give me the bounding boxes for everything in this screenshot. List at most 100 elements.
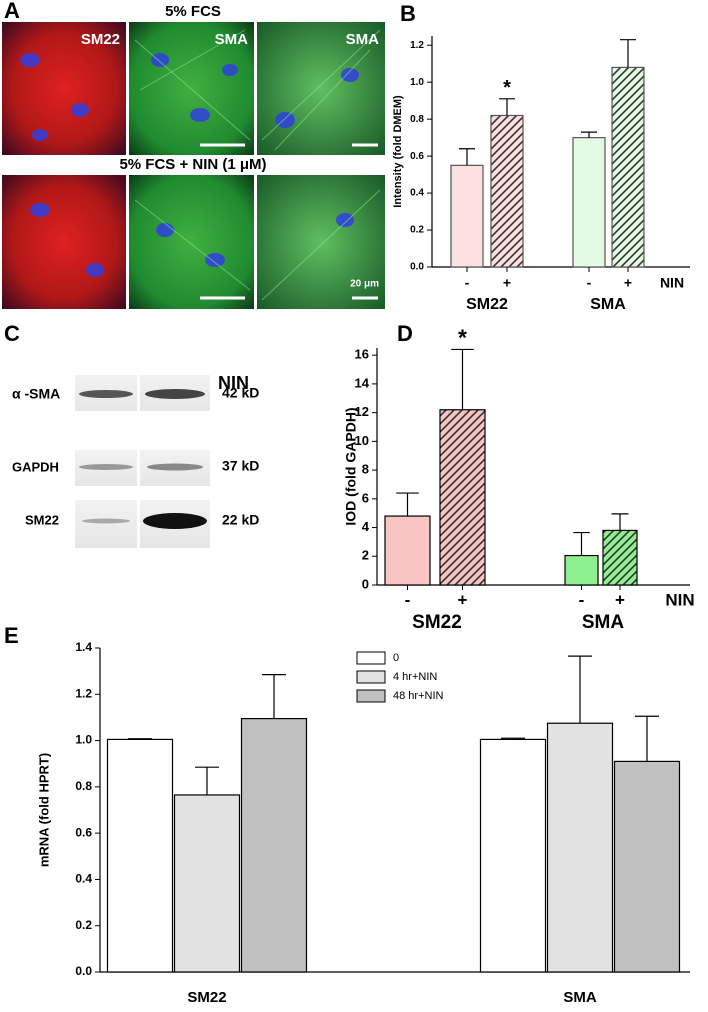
image — [129, 175, 254, 309]
image — [2, 175, 126, 309]
y-axis-label: mRNA (fold HPRT) — [36, 753, 51, 867]
row-title: 5% FCS + NIN (1 μM) — [119, 156, 266, 173]
bar — [439, 409, 486, 586]
band — [79, 390, 133, 398]
y-tick-label: 0.2 — [410, 225, 424, 236]
error-bar — [635, 715, 659, 762]
group-label: SM22 — [412, 612, 462, 633]
western-blot: – + NIN α -SMA GAPDH SM22 42 kD 37 kD 22… — [12, 373, 259, 548]
image — [257, 22, 385, 155]
band — [145, 389, 205, 399]
error-bar — [195, 766, 219, 795]
y-tick-label: 2 — [362, 548, 369, 563]
size-label: 42 kD — [222, 385, 259, 401]
significance: * — [458, 325, 467, 351]
error-bar — [573, 531, 590, 556]
scale-bars — [200, 143, 378, 300]
bar — [546, 722, 614, 973]
y-tick-label: 0.0 — [75, 964, 92, 978]
y-tick-label: 12 — [355, 404, 369, 419]
scale-label: 20 μm — [350, 279, 379, 290]
legend-label: 48 hr+NIN — [393, 690, 443, 702]
y-tick-label: 4 — [362, 519, 370, 534]
row-title: 5% FCS — [165, 3, 221, 20]
protein-label: SM22 — [25, 512, 59, 527]
bar — [384, 515, 431, 586]
image-label: SM22 — [81, 31, 120, 48]
bar — [611, 66, 645, 268]
band — [143, 513, 207, 529]
annotation: NIN — [665, 590, 694, 609]
x-tick-label: + — [503, 275, 511, 291]
y-tick-label: 10 — [355, 433, 369, 448]
bar — [602, 529, 638, 586]
significance: * — [503, 77, 511, 99]
y-tick-label: 1.2 — [410, 40, 424, 51]
y-tick-label: 14 — [355, 375, 370, 390]
x-tick-label: + — [615, 590, 625, 609]
panel-letter: C — [4, 321, 20, 346]
legend-swatch — [356, 651, 386, 665]
x-tick-label: - — [579, 590, 585, 609]
error-bar — [499, 98, 515, 116]
error-bar — [611, 513, 629, 531]
x-tick-label: - — [587, 275, 592, 291]
x-tick-label: - — [465, 275, 470, 291]
bar — [450, 164, 484, 268]
blot-lane — [75, 500, 137, 548]
bar — [479, 738, 547, 973]
annotation: NIN — [660, 275, 684, 291]
band — [147, 463, 203, 471]
y-tick-label: 1.0 — [410, 77, 424, 88]
bar — [613, 760, 681, 973]
panel-letter: A — [4, 0, 20, 23]
error-bar — [620, 39, 636, 68]
y-tick-label: 0.0 — [410, 262, 424, 273]
legend-swatch — [356, 670, 386, 684]
group-label: SM22 — [466, 296, 508, 313]
image-label: SMA — [215, 31, 249, 48]
y-tick-label: 0.4 — [75, 872, 92, 886]
bar — [173, 794, 241, 973]
y-tick-label: 0 — [362, 576, 369, 591]
x-tick-label: - — [405, 590, 411, 609]
treatment-label: NIN — [218, 373, 249, 393]
y-tick-label: 0.4 — [410, 188, 424, 199]
x-tick-label: + — [624, 275, 632, 291]
y-tick-label: 0.8 — [75, 779, 92, 793]
band — [79, 464, 133, 470]
group-label: SMA — [590, 296, 626, 313]
panel-letter: B — [400, 1, 416, 26]
y-tick-label: 1.4 — [75, 640, 92, 654]
y-tick-label: 0.6 — [75, 825, 92, 839]
image-label: SMA — [346, 31, 380, 48]
band — [82, 518, 130, 524]
fibers — [134, 29, 381, 301]
bar — [106, 738, 174, 973]
error-bar — [581, 131, 597, 138]
x-tick-label: + — [458, 590, 468, 609]
y-tick-label: 1.0 — [75, 733, 92, 747]
y-tick-label: 6 — [362, 490, 369, 505]
size-label: 22 kD — [222, 512, 259, 528]
y-axis-label: Intensity (fold DMEM) — [392, 95, 404, 208]
error-bar — [396, 492, 419, 517]
image — [257, 175, 385, 309]
legend-label: 0 — [393, 652, 399, 664]
y-tick-label: 8 — [362, 462, 369, 477]
bar — [240, 717, 308, 973]
error-bar — [501, 737, 525, 740]
y-tick-label: 0.2 — [75, 918, 92, 932]
legend-label: 4 hr+NIN — [393, 671, 437, 683]
panel-letter: D — [397, 321, 413, 346]
error-bar — [568, 655, 592, 724]
bar — [572, 137, 606, 268]
y-tick-label: 1.2 — [75, 686, 92, 700]
bar — [490, 114, 524, 268]
protein-label: GAPDH — [12, 459, 59, 474]
y-axis-label: IOD (fold GAPDH) — [343, 407, 359, 525]
y-tick-label: 16 — [355, 347, 369, 362]
group-label: SMA — [582, 612, 625, 633]
panel-letter: E — [4, 623, 19, 648]
